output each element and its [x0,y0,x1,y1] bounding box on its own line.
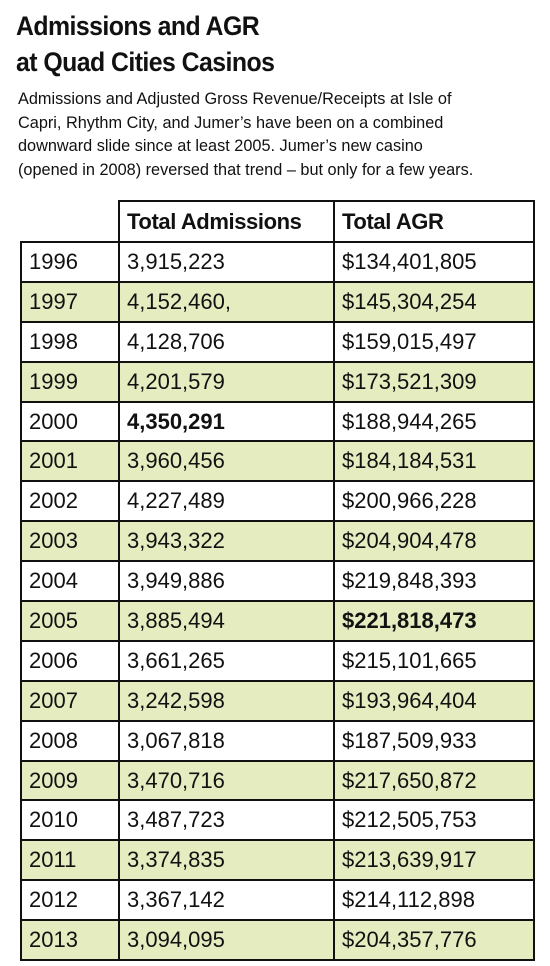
year-cell: 2012 [20,879,120,922]
table-row: 2005 3,885,494 $221,818,473 [20,600,535,642]
value-cell: $184,184,531 [333,440,535,483]
table-row: 2001 3,960,456 $184,184,531 [20,440,535,483]
year-cell: 2011 [20,839,120,882]
value-cell: 3,661,265 [118,639,335,682]
year-cell: 1996 [20,241,120,283]
value-cell: 3,094,095 [118,919,335,962]
value-cell: $159,015,497 [333,320,535,363]
year-cell: 2005 [20,600,120,642]
description-line: Admissions and Adjusted Gross Revenue/Re… [18,90,452,108]
value-cell: $219,848,393 [333,560,535,603]
table-body: 1996 3,915,223 $134,401,805 1997 4,152,460, $… [20,241,535,962]
table-row: 2004 3,949,886 $219,848,393 [20,560,535,603]
description-line: (opened in 2008) reversed that trend – b… [18,160,474,179]
value-cell: $213,639,917 [333,839,535,882]
header-cell [21,201,120,243]
year-cell: 2004 [20,560,120,603]
data-table: Total Admissions Total AGR 1996 3,915,223… [20,200,535,962]
table-row: 2002 4,227,489 $200,966,228 [20,480,535,523]
value-cell: $204,357,776 [333,919,535,962]
table-row: 2011 3,374,835 $213,639,917 [20,839,535,882]
description-line: Capri, Rhythm City, and Jumer’s have bee… [18,113,444,132]
value-cell: $212,505,753 [333,799,535,842]
value-cell: 4,152,460, [118,280,335,323]
year-cell: 1997 [20,280,120,323]
year-cell: 2000 [20,400,120,443]
header-row: Total Admissions Total AGR [21,200,535,243]
table-row: 1998 4,128,706 $159,015,497 [20,320,535,363]
description: Admissions and Adjusted Gross Revenue/Re… [18,88,473,182]
value-cell: 3,470,716 [118,759,335,802]
value-cell: 4,128,706 [118,320,335,363]
table-row: 1997 4,152,460, $145,304,254 [20,280,535,323]
year-cell: 2007 [20,679,120,722]
header-cell: Total AGR [333,200,535,243]
table-row: 2008 3,067,818 $187,509,933 [20,719,535,762]
table-head: Total Admissions Total AGR [21,200,535,243]
year-cell: 2006 [20,639,120,682]
table-row: 1996 3,915,223 $134,401,805 [20,241,535,283]
year-cell: 1998 [20,320,120,363]
value-cell: $217,650,872 [333,759,535,802]
table-row: 1999 4,201,579 $173,521,309 [20,360,535,403]
value-cell: $134,401,805 [333,241,535,283]
value-cell: $204,904,478 [333,520,535,563]
value-cell: $214,112,898 [333,879,535,922]
value-cell: 3,949,886 [118,560,335,603]
year-cell: 2002 [20,480,120,523]
value-cell: $145,304,254 [333,280,535,323]
table-row: 2012 3,367,142 $214,112,898 [20,879,535,922]
value-cell: 3,367,142 [118,879,335,922]
year-cell: 2010 [20,799,120,842]
table-row: 2003 3,943,322 $204,904,478 [20,520,535,563]
year-cell: 2003 [20,520,120,563]
title-line: Admissions and AGR [16,11,260,41]
table-row: 2009 3,470,716 $217,650,872 [20,759,535,802]
table-row: 2000 4,350,291 $188,944,265 [20,400,535,443]
title-line: at Quad Cities Casinos [16,47,275,77]
value-cell: 4,227,489 [118,480,335,523]
value-cell: 3,885,494 [118,600,335,642]
description-line: downward slide since at least 2005. Jume… [18,137,423,155]
value-cell: 3,960,456 [118,440,335,483]
value-cell: $215,101,665 [333,639,535,682]
year-cell: 2013 [20,919,120,962]
title: Admissions and AGR at Quad Cities Casino… [16,8,275,80]
value-cell: 4,201,579 [118,360,335,403]
year-cell: 1999 [20,360,120,403]
year-cell: 2009 [20,759,120,802]
value-cell: $188,944,265 [333,400,535,443]
value-cell: 3,374,835 [118,839,335,882]
header-cell: Total Admissions [118,200,335,243]
value-cell: 3,242,598 [118,679,335,722]
value-cell: 3,915,223 [118,241,335,283]
value-cell: $187,509,933 [333,719,535,762]
value-cell: 3,487,723 [118,799,335,842]
year-cell: 2001 [20,440,120,483]
table-row: 2010 3,487,723 $212,505,753 [20,799,535,842]
value-cell: 3,067,818 [118,719,335,762]
value-cell: 3,943,322 [118,520,335,563]
value-cell: $193,964,404 [333,679,535,722]
value-cell: $221,818,473 [333,600,535,642]
year-cell: 2008 [20,719,120,762]
value-cell: $200,966,228 [333,480,535,523]
table-row: 2013 3,094,095 $204,357,776 [20,919,535,962]
value-cell: $173,521,309 [333,360,535,403]
value-cell: 4,350,291 [118,400,335,443]
table-row: 2007 3,242,598 $193,964,404 [20,679,535,722]
table-row: 2006 3,661,265 $215,101,665 [20,639,535,682]
